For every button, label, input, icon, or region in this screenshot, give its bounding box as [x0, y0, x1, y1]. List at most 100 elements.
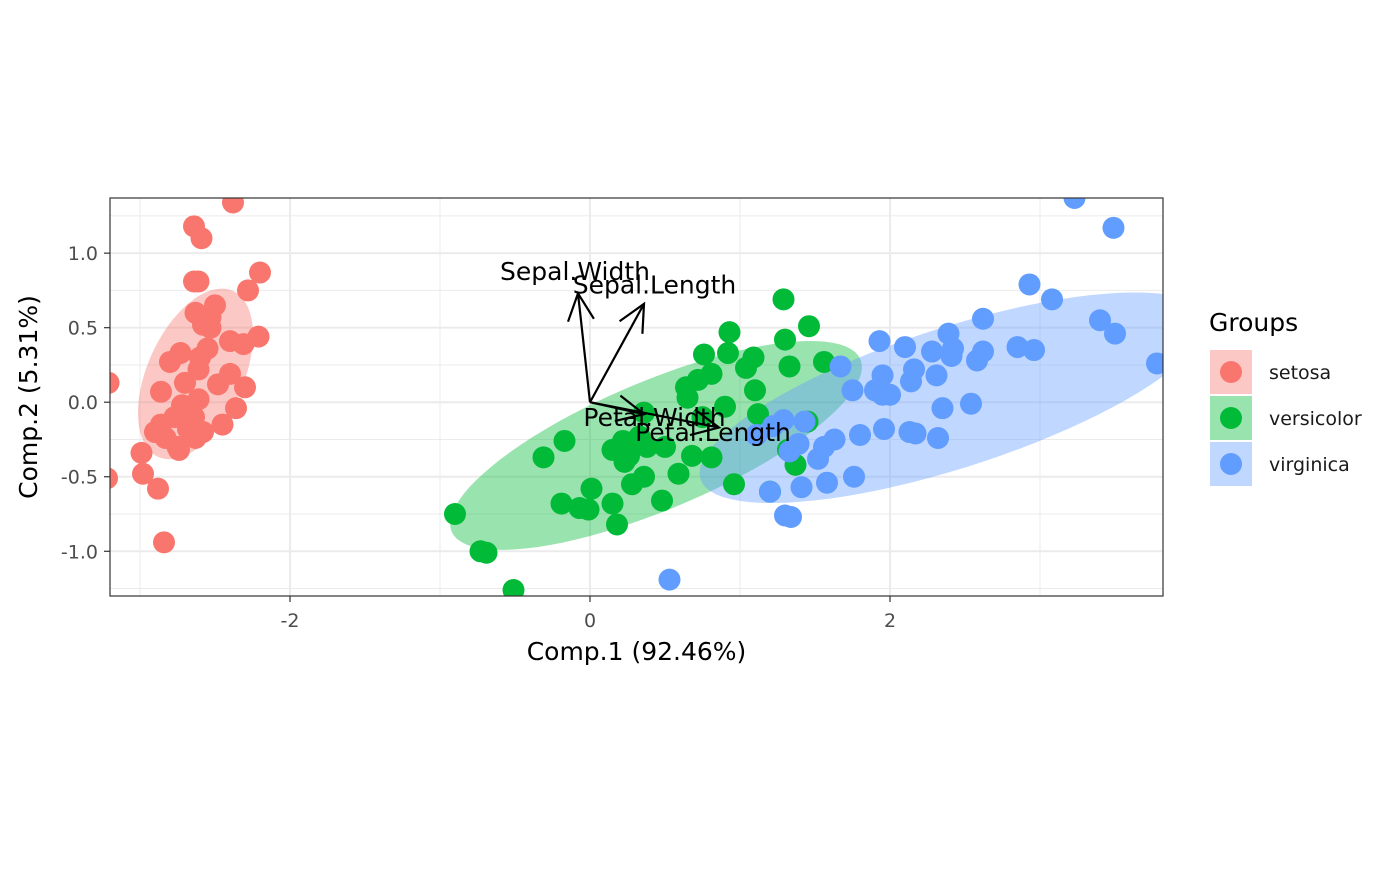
point-virginica — [658, 568, 681, 591]
point-virginica — [813, 435, 835, 458]
x-tick-label: 0 — [584, 610, 596, 632]
point-virginica — [829, 355, 852, 378]
point-setosa — [147, 477, 169, 500]
legend-items: setosa versicolor virginica — [1210, 350, 1362, 486]
point-virginica — [921, 340, 943, 363]
loading-arrows — [566, 290, 722, 437]
point-virginica — [1063, 198, 1086, 209]
legend-title: Groups — [1209, 308, 1298, 337]
panel-border — [109, 197, 1164, 597]
x-axis-title: Comp.1 (92.46%) — [527, 637, 747, 666]
legend-marker-versicolor — [1220, 407, 1242, 429]
point-virginica — [925, 364, 948, 387]
point-setosa — [190, 227, 213, 250]
point-versicolor — [532, 446, 555, 469]
point-virginica — [1018, 273, 1041, 296]
point-virginica — [1146, 352, 1163, 375]
point-setosa — [187, 270, 210, 293]
point-setosa — [144, 421, 166, 444]
point-virginica — [1089, 309, 1111, 332]
point-virginica — [873, 418, 895, 441]
point-versicolor — [717, 342, 739, 365]
point-versicolor — [735, 356, 757, 379]
point-virginica — [1041, 288, 1063, 311]
point-versicolor — [444, 503, 466, 526]
point-setosa — [110, 371, 120, 394]
point-setosa — [187, 388, 210, 411]
point-virginica — [787, 432, 810, 455]
point-virginica — [745, 424, 768, 447]
y-tick-label: -1.0 — [61, 541, 98, 563]
point-virginica — [816, 471, 838, 494]
point-setosa — [222, 198, 244, 214]
point-versicolor — [577, 498, 600, 521]
point-virginica — [790, 476, 813, 499]
point-virginica — [849, 424, 871, 447]
legend-label-virginica: virginica — [1269, 454, 1350, 476]
point-virginica — [940, 345, 963, 368]
point-virginica — [841, 379, 864, 402]
point-versicolor — [475, 541, 498, 564]
point-setosa — [153, 531, 175, 554]
point-versicolor — [681, 444, 703, 467]
point-versicolor — [601, 492, 624, 515]
point-virginica — [904, 422, 927, 445]
point-setosa — [237, 279, 259, 302]
point-virginica — [1023, 339, 1045, 362]
legend-label-setosa: setosa — [1269, 362, 1331, 384]
point-versicolor — [654, 435, 676, 458]
point-virginica — [894, 336, 916, 359]
point-virginica — [1104, 322, 1126, 345]
loading-label: Petal.Width — [583, 403, 725, 432]
point-virginica — [972, 307, 994, 330]
point-versicolor — [553, 429, 576, 452]
point-versicolor — [621, 473, 643, 496]
point-versicolor — [718, 321, 741, 344]
point-setosa — [225, 397, 247, 420]
point-virginica — [793, 410, 816, 433]
point-versicolor — [693, 343, 715, 366]
x-tick-label: -2 — [281, 610, 300, 632]
y-tick-label: -0.5 — [61, 467, 98, 489]
point-virginica — [780, 505, 802, 528]
point-setosa — [249, 261, 271, 284]
score-points — [110, 198, 1163, 596]
point-versicolor — [813, 350, 835, 373]
legend-marker-virginica — [1220, 453, 1242, 475]
point-setosa — [150, 380, 172, 403]
loading-label: Petal.Length — [635, 418, 791, 447]
loading-label: Sepal.Width — [500, 257, 650, 286]
x-tick-label: 2 — [884, 610, 896, 632]
point-versicolor — [747, 403, 769, 426]
y-axis-ticks: -1.0 -0.5 0.0 0.5 1.0 — [61, 243, 110, 563]
point-virginica — [966, 349, 988, 372]
point-setosa — [168, 438, 190, 461]
point-virginica — [900, 370, 922, 393]
point-virginica — [960, 392, 982, 415]
point-versicolor — [714, 395, 736, 418]
point-versicolor — [550, 492, 573, 515]
y-tick-label: 1.0 — [68, 243, 98, 265]
loading-arrow-sepal-length — [589, 303, 645, 403]
point-versicolor — [778, 355, 801, 378]
point-versicolor — [606, 513, 628, 536]
point-setosa — [132, 462, 154, 485]
point-versicolor — [580, 477, 603, 500]
loading-arrow-sepal-width — [576, 293, 592, 403]
point-versicolor — [772, 288, 795, 311]
legend-marker-setosa — [1220, 361, 1242, 383]
point-versicolor — [798, 315, 820, 338]
loading-arrowhead — [614, 394, 647, 423]
point-setosa — [199, 316, 222, 339]
loading-label: Sepal.Length — [573, 270, 737, 299]
panel-background — [110, 198, 1163, 596]
point-setosa — [130, 441, 153, 464]
point-versicolor — [774, 328, 796, 351]
point-virginica — [843, 465, 865, 488]
point-versicolor — [651, 489, 673, 512]
point-setosa — [211, 413, 234, 436]
point-virginica — [868, 330, 891, 353]
